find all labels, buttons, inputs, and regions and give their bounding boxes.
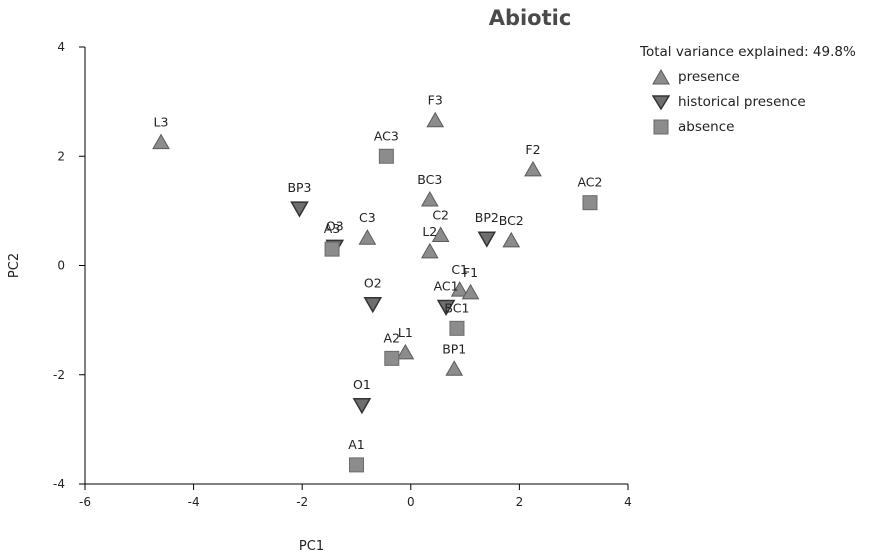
data-point [384, 350, 400, 366]
point-label: O1 [353, 377, 371, 392]
data-point [582, 195, 598, 211]
y-tick-label: 4 [57, 40, 65, 54]
point-label: BP2 [475, 210, 499, 225]
y-tick-label: -2 [53, 368, 65, 382]
data-point [502, 231, 521, 248]
y-axis-label: PC2 [7, 253, 22, 278]
point-label: O3 [326, 218, 344, 233]
point-label: F1 [463, 265, 478, 280]
x-tick-label: 0 [407, 495, 415, 509]
point-label: C3 [359, 210, 376, 225]
point-label: L2 [422, 224, 437, 239]
point-label: AC3 [374, 128, 399, 143]
x-axis-label: PC1 [299, 539, 324, 554]
x-tick-label: 4 [624, 495, 632, 509]
x-tick-label: -6 [79, 495, 91, 509]
variance-annotation: Total variance explained: 49.8% [640, 44, 856, 60]
x-tick-label: -4 [188, 495, 200, 509]
y-tick-label: 0 [57, 259, 65, 273]
data-point [152, 133, 170, 150]
data-point [290, 201, 309, 218]
point-label: AC1 [434, 278, 459, 293]
x-tick-label: 2 [516, 495, 524, 509]
point-label: F3 [428, 93, 443, 108]
legend-item: absence [652, 119, 856, 135]
point-label: C2 [432, 207, 449, 222]
point-label: L1 [398, 325, 413, 340]
point-label: L3 [154, 115, 169, 130]
point-label: BP3 [287, 180, 311, 195]
point-label: BC2 [499, 213, 524, 228]
data-point [396, 343, 415, 360]
data-point [358, 229, 377, 245]
square-icon [653, 119, 669, 135]
legend: Total variance explained: 49.8% presence… [640, 44, 856, 135]
point-label: BP1 [442, 341, 466, 356]
data-point [524, 160, 542, 177]
point-label: F2 [525, 142, 540, 157]
legend-label: historical presence [678, 94, 806, 110]
point-label: A3 [324, 221, 341, 236]
point-label: BC1 [444, 300, 469, 315]
data-point [378, 148, 394, 164]
data-point [445, 360, 464, 376]
data-point [420, 190, 439, 207]
point-label: O2 [364, 276, 382, 291]
point-label: A2 [384, 330, 401, 345]
legend-item: presence [652, 69, 856, 85]
data-point [477, 231, 497, 248]
point-label: AC2 [577, 175, 602, 190]
point-label: BC3 [417, 172, 442, 187]
y-tick-label: -4 [53, 477, 65, 491]
data-point [420, 242, 439, 259]
data-point [431, 226, 450, 242]
legend-label: absence [678, 119, 735, 135]
y-tick-label: 2 [57, 149, 65, 163]
triangle-down-icon [652, 95, 670, 110]
x-tick-label: -2 [296, 495, 308, 509]
data-point [324, 241, 340, 257]
data-point [352, 398, 372, 415]
point-label: A1 [348, 437, 365, 452]
data-point [436, 299, 456, 316]
point-label: C1 [451, 262, 468, 277]
data-point [449, 320, 465, 336]
data-point [426, 111, 445, 128]
data-point [349, 457, 364, 473]
data-point [363, 296, 383, 314]
data-point [450, 281, 469, 297]
legend-item: historical presence [652, 94, 856, 110]
data-point [461, 283, 480, 300]
triangle-up-icon [652, 69, 670, 85]
chart-title: Abiotic [488, 6, 572, 30]
legend-label: presence [678, 69, 740, 85]
